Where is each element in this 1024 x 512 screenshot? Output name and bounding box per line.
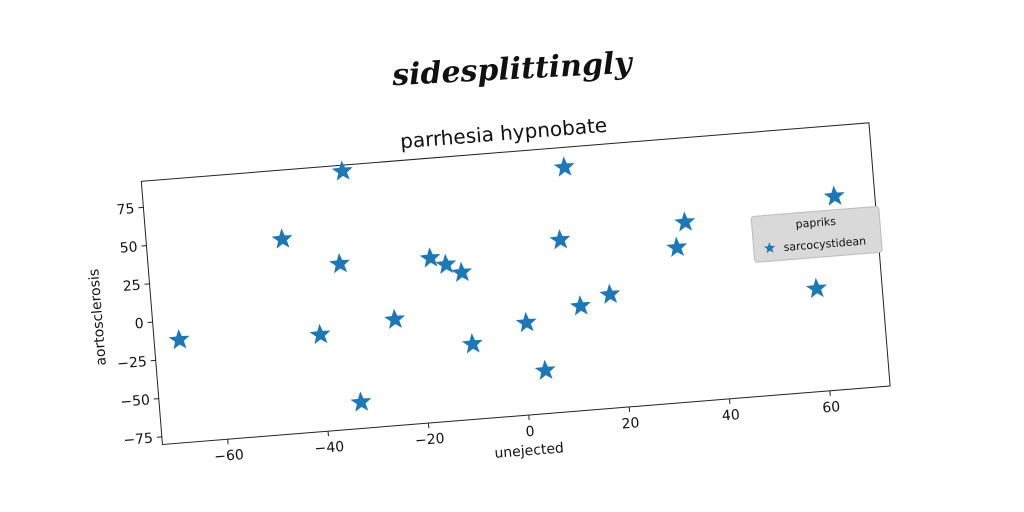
data-point-star [271, 228, 293, 249]
y-tick-label: −25 [117, 354, 148, 372]
y-tick-label: 75 [116, 201, 135, 218]
legend-title: papriks [795, 215, 837, 231]
data-point-star [674, 211, 696, 232]
data-point-star [461, 333, 483, 354]
data-point-star [553, 156, 575, 177]
y-tick-label: 25 [122, 278, 141, 295]
data-point-star [451, 261, 472, 282]
y-axis-label: aortosclerosis [86, 268, 110, 366]
data-point-star [549, 229, 571, 250]
data-point-star [515, 311, 537, 333]
data-point-star [569, 295, 591, 316]
x-axis-ticks: −60 −40 −20 0 20 40 60 [214, 390, 841, 465]
legend: papriks sarcocystidean [750, 206, 883, 263]
data-point-star [350, 391, 372, 412]
data-point-star [666, 236, 688, 257]
legend-box [750, 206, 883, 263]
x-axis-label: unejected [494, 440, 565, 462]
data-point-star [805, 277, 827, 299]
data-point-star [384, 308, 406, 329]
data-point-star [534, 359, 556, 380]
y-axis-ticks: −75 −50 −25 0 25 50 75 [116, 201, 162, 449]
data-point-star [168, 329, 190, 350]
x-tick-label: 60 [822, 399, 841, 416]
x-tick-label: −40 [314, 439, 345, 457]
x-tick-label: 0 [525, 424, 535, 441]
y-tick-label: 0 [134, 316, 144, 333]
data-point-star [823, 185, 845, 206]
y-tick-label: −75 [123, 431, 154, 449]
data-point-star [419, 247, 441, 268]
data-points [168, 156, 845, 412]
chart-title: parrhesia hypnobate [399, 113, 608, 154]
legend-star-marker [763, 242, 776, 254]
data-point-star [329, 252, 351, 274]
data-point-star [331, 160, 353, 181]
data-point-star [309, 323, 331, 345]
x-tick-label: 20 [621, 415, 640, 432]
axes-frame [140, 122, 891, 446]
x-tick-label: 40 [721, 407, 740, 424]
x-tick-label: −20 [414, 431, 445, 449]
x-tick-label: −60 [214, 447, 245, 465]
y-tick-label: −50 [120, 392, 151, 410]
data-point-star [435, 253, 457, 275]
data-point-star [599, 283, 621, 304]
y-tick-label: 50 [119, 239, 138, 256]
